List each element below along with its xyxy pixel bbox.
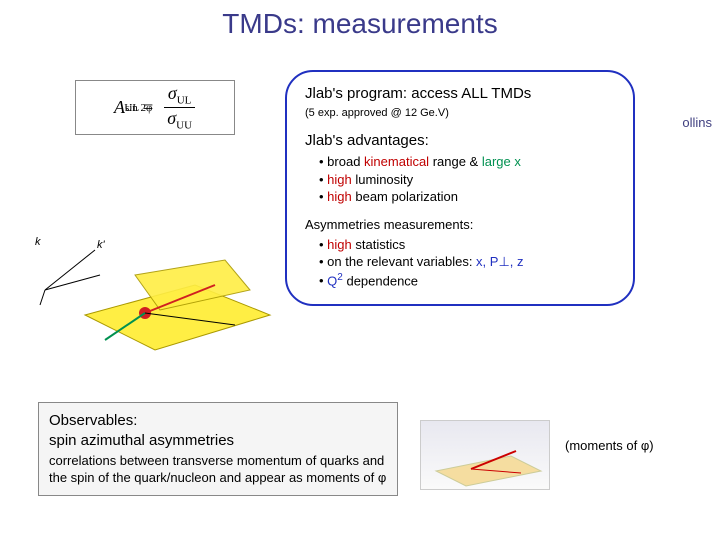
asym-item: on the relevant variables: x, P⊥, z (319, 253, 615, 271)
program-subtext: (5 exp. approved @ 12 Ge.V) (305, 106, 615, 121)
moments-label: (moments of φ) (565, 438, 654, 453)
svg-text:k': k' (97, 239, 106, 251)
asym-item: Q2 dependence (319, 271, 615, 290)
observables-box: Observables: spin azimuthal asymmetries … (38, 402, 398, 496)
collins-label: ollins (682, 115, 712, 130)
adv-item: high beam polarization (319, 188, 615, 206)
advantages-list: broad kinematical range & large x high l… (305, 153, 615, 206)
observables-subheading: spin azimuthal asymmetries (49, 431, 387, 451)
kinematics-diagram: k k' (35, 230, 270, 365)
asym-heading: Asymmetries measurements: (305, 216, 615, 234)
observables-heading: Observables: (49, 411, 387, 431)
small-kinematics-diagram (420, 420, 550, 490)
svg-text:k: k (35, 236, 41, 248)
vector-diagram-icon: k k' (35, 230, 115, 310)
jlab-bubble: Jlab's program: access ALL TMDs (5 exp. … (285, 70, 635, 306)
observables-body: correlations between transverse momentum… (49, 452, 387, 487)
asymmetry-formula: Asin 2φUL = σUL σUU (75, 80, 235, 135)
adv-item: broad kinematical range & large x (319, 153, 615, 171)
small-plane-icon (421, 421, 549, 489)
program-line: Jlab's program: access ALL TMDs (305, 84, 615, 104)
asym-item: high statistics (319, 236, 615, 254)
page-title: TMDs: measurements (0, 0, 720, 40)
adv-item: high luminosity (319, 171, 615, 189)
asym-list: high statistics on the relevant variable… (305, 236, 615, 290)
advantages-heading: Jlab's advantages: (305, 131, 615, 151)
